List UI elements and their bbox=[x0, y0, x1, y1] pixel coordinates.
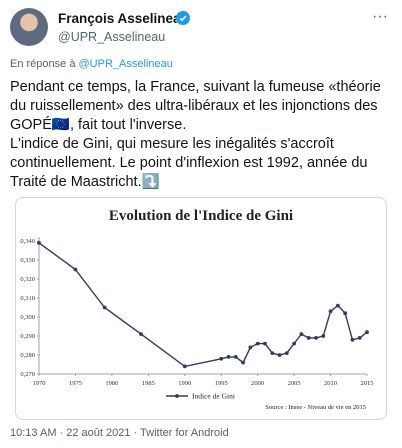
legend-marker bbox=[175, 394, 179, 398]
x-tick-label: 2010 bbox=[324, 380, 337, 387]
data-point bbox=[37, 241, 41, 245]
series-line bbox=[38, 242, 368, 368]
data-point bbox=[321, 334, 326, 338]
chart-title: Evolution de l'Indice de Gini bbox=[109, 208, 293, 224]
x-tick-label: 2000 bbox=[251, 380, 264, 387]
data-point bbox=[343, 311, 348, 316]
y-tick-label: 0,300 bbox=[20, 314, 35, 321]
chart-source: Source : Insee - Niveau de vie en 2015 bbox=[265, 404, 366, 411]
data-point bbox=[365, 330, 369, 335]
data-point bbox=[263, 341, 267, 346]
data-point bbox=[233, 355, 238, 359]
x-tick-label: 1975 bbox=[69, 380, 82, 387]
data-point bbox=[292, 341, 297, 346]
x-tick-label: 2015 bbox=[361, 380, 374, 387]
reply-handle[interactable]: @UPR_Asselineau bbox=[78, 58, 173, 70]
data-point bbox=[73, 267, 78, 272]
x-tick-label: 2005 bbox=[288, 380, 301, 387]
y-tick-label: 0,290 bbox=[20, 333, 35, 340]
author-name[interactable]: François Asselineau bbox=[58, 11, 189, 26]
more-button[interactable]: ··· bbox=[372, 8, 388, 25]
y-tick-label: 0,310 bbox=[20, 295, 35, 302]
tweet-text: Pendant ce temps, la France, suivant la … bbox=[10, 79, 381, 190]
y-tick-label: 0,330 bbox=[20, 257, 35, 264]
y-tick-label: 0,280 bbox=[20, 352, 35, 359]
data-point bbox=[102, 305, 107, 310]
data-point bbox=[277, 353, 282, 357]
data-point bbox=[255, 341, 260, 346]
author-handle[interactable]: @UPR_Asselineau bbox=[58, 30, 166, 44]
x-tick-label: 1980 bbox=[105, 380, 118, 387]
data-point bbox=[357, 336, 362, 340]
x-tick-label: 1995 bbox=[215, 380, 228, 387]
verified-badge bbox=[176, 11, 190, 25]
data-point bbox=[299, 332, 304, 336]
y-tick-label: 0,270 bbox=[20, 371, 35, 378]
x-tick-label: 1985 bbox=[142, 380, 155, 387]
y-tick-label: 0,320 bbox=[20, 276, 35, 283]
data-point bbox=[182, 364, 187, 369]
x-tick-label: 1970 bbox=[33, 380, 46, 387]
x-tick-label: 1990 bbox=[178, 380, 191, 387]
tweet-footer: 10:13 AM · 22 août 2021 · Twitter for An… bbox=[10, 427, 229, 439]
avatar[interactable] bbox=[10, 8, 48, 46]
chart[interactable]: Evolution de l'Indice de Gini Source : I… bbox=[15, 197, 387, 420]
data-point bbox=[314, 336, 318, 340]
data-point bbox=[241, 360, 245, 365]
y-tick-label: 0,340 bbox=[20, 238, 35, 245]
reply-prefix: En réponse à bbox=[10, 58, 76, 70]
data-point bbox=[270, 351, 275, 355]
data-point bbox=[219, 356, 224, 361]
legend-label: Indice de Gini bbox=[192, 392, 235, 401]
data-point bbox=[139, 332, 143, 336]
data-point bbox=[328, 309, 333, 314]
data-point bbox=[306, 336, 311, 340]
data-point bbox=[335, 303, 340, 308]
data-point bbox=[248, 345, 253, 350]
data-point bbox=[350, 337, 355, 342]
data-point bbox=[226, 355, 231, 359]
reply-line: En réponse à @UPR_Asselineau bbox=[10, 58, 173, 70]
data-point bbox=[284, 351, 289, 355]
